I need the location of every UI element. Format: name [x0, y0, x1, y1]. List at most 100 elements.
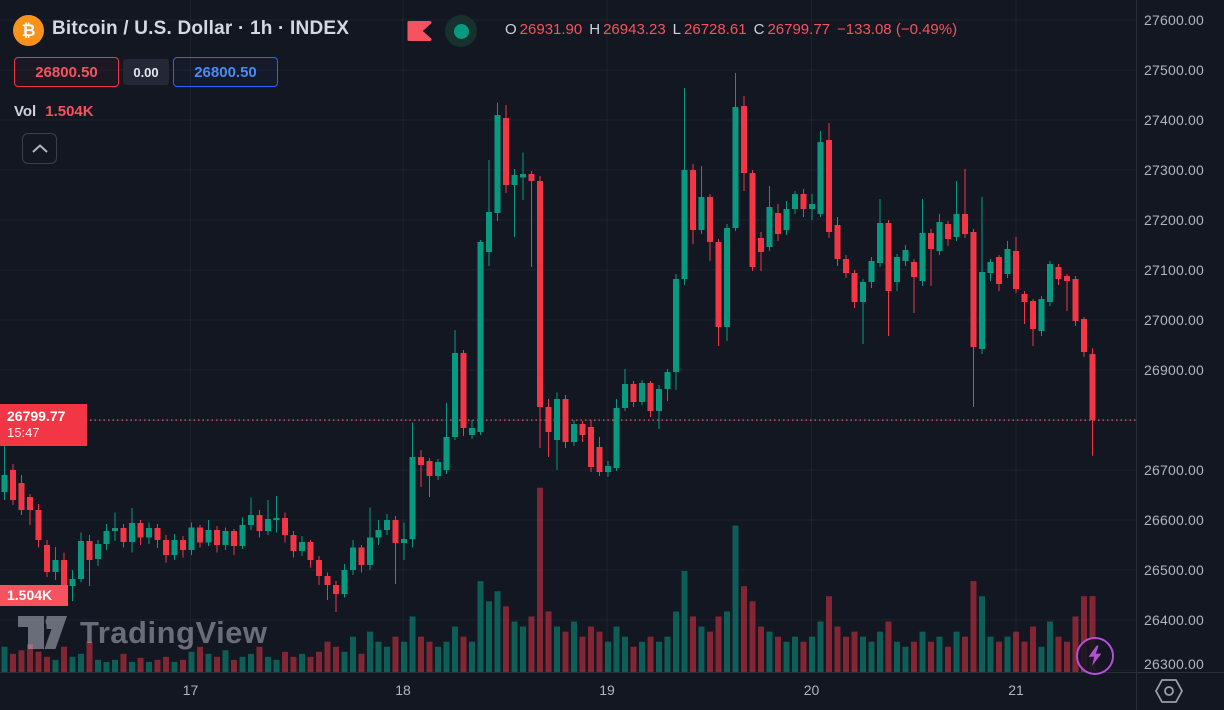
volume-bar: [137, 657, 144, 672]
volume-bar: [95, 659, 101, 672]
volume-value: 1.504K: [45, 103, 94, 120]
candle-body: [137, 523, 144, 538]
candle-body: [987, 262, 994, 273]
candle-body: [44, 545, 50, 572]
volume-bar: [681, 571, 688, 672]
candle-body: [817, 142, 824, 214]
candle-body: [596, 447, 603, 472]
volume-bar: [469, 641, 475, 672]
volume-bar: [61, 646, 67, 672]
candle-body: [1081, 319, 1087, 352]
volume-bar: [460, 636, 467, 672]
volume-bar: [307, 656, 314, 672]
candle-body: [494, 115, 501, 213]
volume-bar: [622, 636, 628, 672]
candle-body: [520, 174, 526, 178]
volume-bar: [1081, 596, 1087, 672]
volume-bar: [639, 641, 645, 672]
volume-bar: [741, 586, 747, 672]
symbol-title[interactable]: Bitcoin / U.S. Dollar · 1h · INDEX: [52, 18, 350, 39]
candle-body: [129, 523, 135, 542]
volume-bar: [1047, 621, 1053, 672]
volume-bar: [129, 661, 135, 672]
price-axis-label: 27500.00: [1144, 62, 1204, 78]
volume-bar: [231, 659, 237, 672]
candle-body: [418, 457, 424, 465]
volume-bar: [350, 636, 356, 672]
price-axis-label: 27300.00: [1144, 162, 1204, 178]
time-axis-label: 17: [182, 682, 199, 698]
bar-countdown: 15:47: [7, 425, 40, 441]
volume-label[interactable]: Vol: [14, 103, 37, 120]
candle-body: [86, 541, 93, 560]
candle-body: [299, 542, 305, 551]
candle-body: [18, 483, 25, 510]
chevron-up-icon: [32, 144, 47, 153]
high-label: H: [589, 21, 601, 38]
flag-icon[interactable]: [407, 20, 433, 42]
volume-bar: [1013, 631, 1019, 672]
volume-bar: [392, 636, 399, 672]
volume-bar: [979, 596, 985, 672]
volume-bar: [146, 661, 152, 672]
volume-bar: [103, 661, 110, 672]
candle-body: [469, 428, 475, 435]
candle-body: [52, 560, 59, 572]
buy-button[interactable]: 26800.50: [173, 57, 278, 87]
volume-bar: [222, 650, 229, 672]
collapse-panel-button[interactable]: [22, 133, 57, 164]
volume-bar: [435, 646, 441, 672]
market-status-icon[interactable]: [445, 15, 477, 47]
candle-body: [290, 535, 297, 551]
volume-bar: [800, 641, 807, 672]
candle-body: [1, 475, 8, 492]
volume-bar: [35, 651, 42, 672]
volume-bar: [724, 611, 730, 672]
candle-body: [231, 531, 237, 546]
volume-bar: [851, 631, 858, 672]
volume-bar: [588, 626, 594, 672]
volume-bar: [758, 626, 764, 672]
candle-body: [188, 527, 195, 550]
volume-bar: [647, 636, 654, 672]
candlestick-chart[interactable]: [0, 0, 1137, 672]
hexagon-icon: [1155, 679, 1183, 703]
sell-button[interactable]: 26800.50: [14, 57, 119, 87]
volume-bar: [426, 641, 433, 672]
volume-bar: [511, 621, 518, 672]
candle-body: [664, 372, 671, 389]
candle-body: [1038, 299, 1045, 331]
volume-bar: [860, 636, 866, 672]
instant-trading-button[interactable]: [1076, 637, 1114, 675]
current-price-badge: 26799.77 15:47: [0, 404, 87, 447]
candle-body: [1013, 251, 1019, 289]
volume-bar: [112, 659, 118, 672]
volume-bar: [783, 641, 790, 672]
candle-body: [894, 257, 900, 282]
scale-settings-button[interactable]: [1152, 676, 1186, 710]
candle-body: [435, 462, 441, 476]
volume-bar: [299, 653, 305, 672]
time-axis[interactable]: 17 18 19 20 21: [0, 673, 1224, 710]
price-axis[interactable]: 27600.00 27500.00 27400.00 27300.00 27200.00…: [1137, 0, 1224, 672]
candle-body: [537, 181, 543, 407]
candle-body: [1004, 249, 1011, 274]
volume-bar: [86, 641, 93, 672]
volume-bar: [690, 616, 696, 672]
volume-bar: [214, 656, 220, 672]
candle-body: [333, 585, 339, 594]
candle-body: [409, 457, 416, 539]
candle-body: [970, 232, 977, 347]
volume-bar: [877, 631, 883, 672]
volume-bar: [494, 591, 501, 672]
price-axis-label: 26700.00: [1144, 462, 1204, 478]
candle-body: [877, 223, 883, 263]
candle-body: [154, 528, 161, 540]
candle-body: [214, 530, 220, 545]
volume-bar: [605, 641, 611, 672]
candle-body: [1089, 354, 1096, 421]
candle-body: [103, 531, 110, 544]
current-volume-badge: 1.504K: [0, 585, 68, 606]
price-axis-separator: [1136, 0, 1137, 710]
